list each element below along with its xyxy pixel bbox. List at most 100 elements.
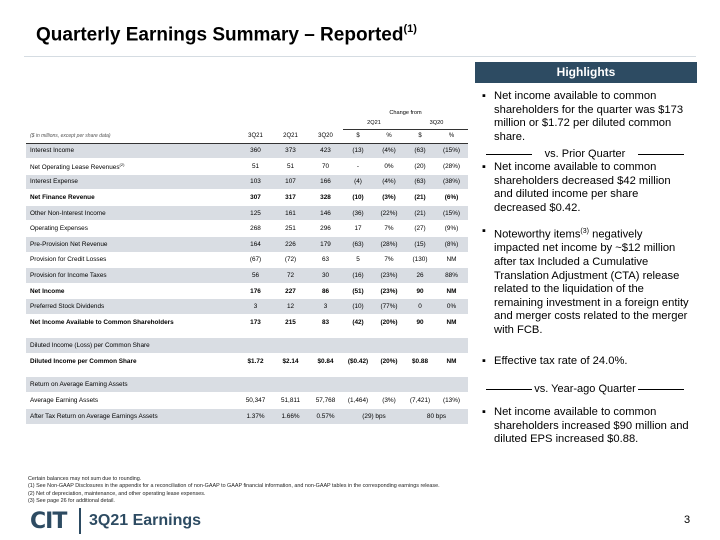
footnote-marker: (2): [119, 161, 125, 167]
cell: (72): [273, 252, 308, 269]
cell: 7%: [373, 220, 405, 238]
cell: 57,768: [308, 392, 343, 409]
cell: 51: [238, 158, 273, 175]
cell: (1,464): [343, 392, 373, 409]
table-row: Average Earning Assets 50,347 51,811 57,…: [26, 392, 469, 409]
title-footnote-marker: (1): [403, 23, 417, 35]
cell: (7,421): [405, 392, 435, 409]
cell: (42): [343, 314, 373, 331]
cell: 173: [238, 314, 273, 331]
cell: (13): [343, 143, 373, 160]
row-label: Preferred Stock Dividends: [26, 298, 238, 316]
cell: 423: [308, 143, 343, 160]
column-header: 3Q20: [308, 129, 343, 144]
cell: 7%: [373, 252, 405, 269]
row-label-text: Pre-Provision Net Revenue: [30, 240, 108, 248]
cell: 179: [308, 236, 343, 253]
cell: (28%): [435, 158, 469, 175]
highlight-bullet: Noteworthy items(3) negatively impacted …: [480, 225, 690, 337]
page-title-text: Quarterly Earnings Summary – Reported: [36, 24, 404, 46]
cell: NM: [435, 314, 469, 331]
row-label: After Tax Return on Average Earnings Ass…: [26, 408, 238, 425]
row-label: Net Income: [26, 283, 238, 300]
year-ago-divider: vs. Year-ago Quarter: [480, 382, 690, 396]
cell: 3: [238, 298, 273, 316]
row-label-text: Other Non-Interest Income: [30, 209, 106, 217]
table-row: Net Operating Lease Revenues(2) 51 51 70-0%…: [26, 158, 469, 175]
highlight-bullet: Effective tax rate of 24.0%.: [480, 355, 690, 369]
row-label: Operating Expenses: [26, 220, 238, 238]
cell: 70: [308, 158, 343, 175]
cell: (20): [405, 158, 435, 175]
cell: 227: [273, 283, 308, 300]
cell: 30: [308, 267, 343, 284]
divider-line: [486, 389, 532, 391]
table-row: Diluted Income per Common Share $1.72 $2…: [26, 353, 469, 370]
row-label-text: Preferred Stock Dividends: [30, 303, 105, 311]
cell: 146: [308, 205, 343, 222]
table-row: Net Finance Revenue 307 317 328 (10) (3%) (21)…: [26, 189, 469, 206]
cell: 90: [405, 314, 435, 331]
cell: NM: [435, 283, 469, 300]
table-row: Pre-Provision Net Revenue 164 226 179 (63) (2…: [26, 236, 469, 253]
cell: (29) bps: [343, 408, 405, 425]
cell: 125: [238, 205, 273, 222]
cell: 3: [308, 298, 343, 316]
prior-quarter-divider: vs. Prior Quarter: [480, 147, 690, 161]
cell: 251: [273, 220, 308, 238]
cell: 50,347: [238, 392, 273, 409]
cell: $1.72: [238, 353, 273, 370]
cell: 373: [273, 143, 308, 160]
cell: (10): [343, 189, 373, 206]
cell: 0.57%: [308, 408, 343, 425]
table-row: Provision for Credit Losses (67) (72) 63 5 7%…: [26, 252, 469, 269]
table-row: Provision for Income Taxes 56 72 30 (16) (23%…: [26, 267, 469, 284]
row-label: Net Income Available to Common Sharehold…: [26, 314, 238, 331]
cell: (21): [405, 189, 435, 206]
table-row: Interest Expense 103 107 166 (4) (4%) (63) (38%…: [26, 174, 469, 191]
cell: (15%): [435, 205, 469, 222]
change-from-label: Change from: [389, 110, 422, 116]
cit-logo: CIT: [30, 509, 67, 534]
earnings-table: Change from 2Q21 3Q20 ($ in millions, ex…: [26, 108, 469, 425]
row-label-text: Net Operating Lease Revenues: [30, 163, 120, 171]
cell: (36): [343, 205, 373, 222]
row-label: Other Non-Interest Income: [26, 205, 238, 222]
row-label-text: Provision for Income Taxes: [30, 272, 107, 280]
footer-separator: [79, 508, 81, 534]
cell: 90: [405, 283, 435, 300]
row-label: Net Finance Revenue: [26, 189, 238, 206]
cell: (20%): [373, 314, 405, 331]
row-label: Provision for Income Taxes: [26, 267, 238, 284]
footnote: (1) See Non-GAAP Disclosures in the appe…: [28, 483, 440, 490]
cell: 12: [273, 298, 308, 316]
row-label-text: Interest Expense: [30, 178, 78, 186]
table-spacer: [26, 330, 469, 339]
highlight-bullet: Net income available to common sharehold…: [480, 406, 690, 447]
row-label-text: Net Finance Revenue: [30, 194, 95, 202]
cell: $0.88: [405, 353, 435, 370]
cell: $0.84: [308, 353, 343, 370]
cell: 0%: [435, 298, 469, 316]
cell: NM: [435, 252, 469, 269]
cell: (51): [343, 283, 373, 300]
cell: (15): [405, 236, 435, 253]
sub-header: %: [435, 129, 469, 144]
eps-section-label: Diluted Income (Loss) per Common Share: [26, 338, 469, 355]
cell: 1.37%: [238, 408, 273, 425]
table-row: After Tax Return on Average Earnings Ass…: [26, 408, 469, 425]
cell: 166: [308, 174, 343, 191]
cell: -: [343, 158, 373, 175]
cell: (23%): [373, 283, 405, 300]
cell: (63): [343, 236, 373, 253]
row-label: Net Operating Lease Revenues(2): [26, 158, 238, 175]
footnotes: Certain balances may not sum due to roun…: [28, 476, 440, 506]
group-label-prior-quarter: 2Q21: [343, 118, 405, 130]
page-number: 3: [684, 514, 691, 526]
cell: 226: [273, 236, 308, 253]
column-header: 3Q21: [238, 129, 273, 144]
page-title: Quarterly Earnings Summary – Reported(1): [36, 23, 417, 46]
cell: 80 bps: [405, 408, 469, 425]
cell: (4%): [373, 174, 405, 191]
title-divider: [24, 56, 696, 57]
